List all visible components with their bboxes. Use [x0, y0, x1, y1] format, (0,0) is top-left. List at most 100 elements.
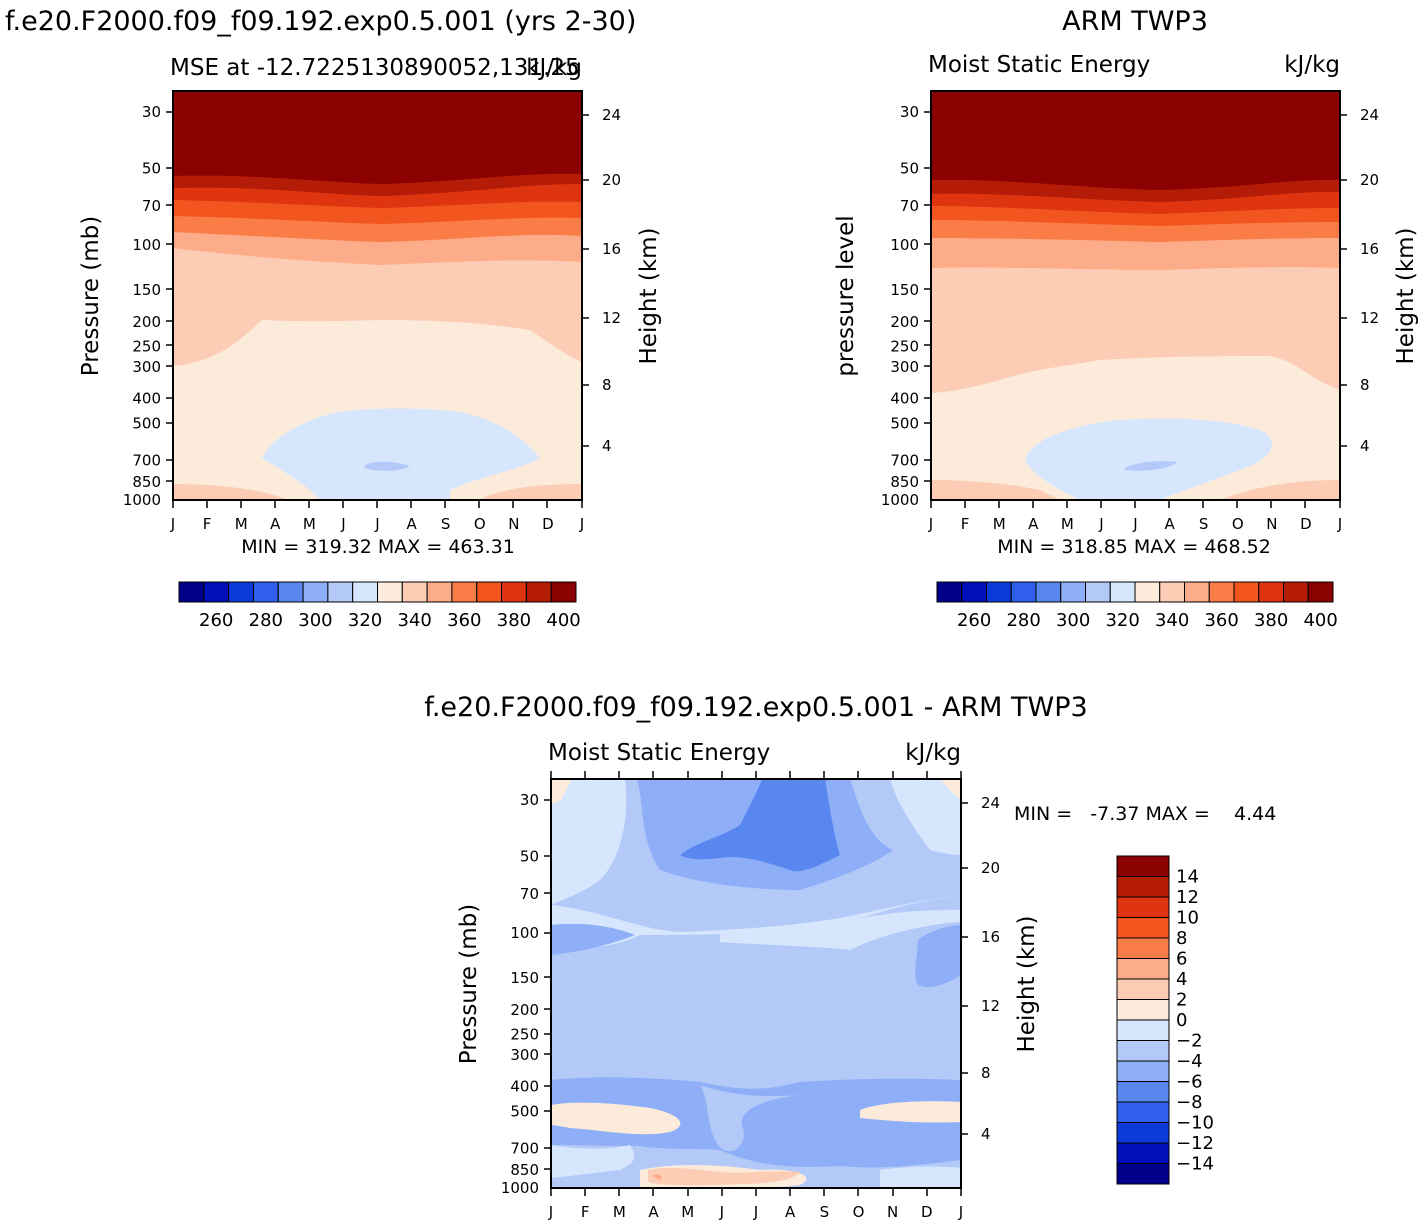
obs-colorbar-label: 360 [1204, 610, 1238, 631]
diff-xtick-label: A [785, 1203, 796, 1221]
obs-colorbar-label: 260 [957, 610, 991, 631]
model-ytick-pressure-label: 150 [132, 281, 161, 299]
diff-colorbar-swatch [1116, 978, 1170, 1000]
obs-xtick-label: O [1232, 515, 1244, 533]
model-colorbar-swatch [451, 581, 478, 603]
diff-contour-field [551, 779, 961, 1188]
diff-colorbar-label: −8 [1176, 1092, 1203, 1113]
model-ytick-pressure-label: 850 [132, 473, 161, 491]
obs-colorbar-swatch [936, 581, 963, 603]
obs-xtick-label: N [1266, 515, 1277, 533]
obs-ytick-pressure-label: 850 [890, 473, 919, 491]
diff-colorbar-label: 10 [1176, 908, 1199, 929]
model-colorbar-swatch [327, 581, 354, 603]
model-xtick-label: A [270, 515, 281, 533]
model-colorbar-label: 300 [298, 610, 332, 631]
model-ytick-pressure-label: 50 [142, 160, 161, 178]
diff-ylabel-height: Height (km) [1014, 915, 1040, 1052]
diff-xtick-label: J [958, 1203, 963, 1221]
model-xtick-label: S [441, 515, 451, 533]
model-subtitle-left: MSE at -12.7225130890052,131.25 [170, 55, 580, 81]
diff-colorbar-label: −2 [1176, 1031, 1203, 1052]
model-ytick-height-label: 16 [602, 240, 621, 258]
model-ytick-height-label: 20 [602, 171, 621, 189]
obs-xtick-label: S [1199, 515, 1209, 533]
obs-colorbar-swatch [1109, 581, 1136, 603]
diff-ytick-pressure-label: 300 [510, 1046, 539, 1064]
model-xtick-label: O [474, 515, 486, 533]
obs-ytick-height-label: 8 [1360, 376, 1370, 394]
model-colorbar-label: 400 [546, 610, 580, 631]
obs-colorbar-swatch [1208, 581, 1235, 603]
model-ylabel-height: Height (km) [636, 227, 662, 364]
obs-ylabel-level: pressure level [833, 215, 859, 376]
diff-ytick-height-label: 24 [981, 794, 1000, 812]
obs-xtick-label: J [1337, 515, 1342, 533]
diff-xtick-label: J [753, 1203, 758, 1221]
model-ytick-pressure-label: 500 [132, 414, 161, 432]
obs-colorbar-swatch [961, 581, 987, 603]
diff-colorbar-swatch [1116, 1142, 1170, 1164]
diff-ytick-pressure-label: 30 [520, 791, 539, 809]
model-ytick-pressure-label: 30 [142, 103, 161, 121]
obs-xtick-label: J [928, 515, 933, 533]
obs-colorbar-label: 340 [1155, 610, 1189, 631]
model-colorbar-swatch [525, 581, 552, 603]
model-xtick-label: N [508, 515, 519, 533]
model-colorbar-swatch [476, 581, 503, 603]
diff-colorbar-swatch [1116, 896, 1170, 918]
obs-xtick-label: J [1132, 515, 1137, 533]
diff-colorbar-swatch [1116, 999, 1170, 1021]
obs-colorbar-swatch [986, 581, 1012, 603]
diff-xtick-label: J [719, 1203, 724, 1221]
obs-colorbar-swatch [1233, 581, 1260, 603]
model-title: f.e20.F2000.f09_f09.192.exp0.5.001 (yrs … [5, 6, 636, 37]
diff-xtick-label: F [581, 1203, 590, 1221]
model-colorbar-swatch [550, 581, 577, 603]
obs-colorbar-swatch [1307, 581, 1334, 603]
obs-colorbar: 260 280 300 320 340 360 380 400 [936, 581, 1338, 631]
obs-xtick-label: M [1061, 515, 1074, 533]
obs-ytick-height-label: 12 [1360, 309, 1379, 327]
diff-colorbar-label: 4 [1176, 969, 1187, 990]
diff-colorbar-label: 8 [1176, 928, 1187, 949]
model-colorbar-swatch [377, 581, 403, 603]
obs-ytick-pressure-label: 400 [890, 390, 919, 408]
diff-xtick-label: M [681, 1203, 694, 1221]
model-xtick-label: J [374, 515, 379, 533]
diff-ytick-pressure-label: 200 [510, 1001, 539, 1019]
model-xtick-label: J [340, 515, 345, 533]
model-colorbar-label: 320 [348, 610, 382, 631]
obs-colorbar-swatch [1085, 581, 1111, 603]
diff-colorbar-swatch [1116, 855, 1170, 877]
model-colorbar-swatch [302, 581, 329, 603]
diff-ytick-height-label: 4 [981, 1125, 991, 1143]
obs-title: ARM TWP3 [1062, 6, 1208, 37]
diff-colorbar-swatch [1116, 937, 1170, 959]
diff-xtick-label: N [887, 1203, 898, 1221]
model-minmax: MIN = 319.32 MAX = 463.31 [241, 536, 515, 558]
diff-ytick-pressure-label: 150 [510, 969, 539, 987]
model-ylabel-pressure: Pressure (mb) [78, 216, 104, 376]
obs-ytick-height-label: 20 [1360, 171, 1379, 189]
model-colorbar-swatch [426, 581, 453, 603]
model-ytick-height-label: 8 [602, 376, 612, 394]
model-contour-field [173, 91, 582, 500]
obs-axis-ticks [924, 111, 1347, 508]
obs-xtick-label: A [1164, 515, 1175, 533]
model-colorbar-label: 340 [398, 610, 432, 631]
diff-ytick-pressure-label: 1000 [501, 1179, 539, 1197]
obs-colorbar-swatch [1010, 581, 1037, 603]
diff-xtick-label: M [613, 1203, 626, 1221]
obs-colorbar-swatch [1283, 581, 1309, 603]
obs-colorbar-swatch [1258, 581, 1284, 603]
model-ytick-pressure-label: 70 [142, 197, 161, 215]
model-ytick-pressure-label: 100 [132, 236, 161, 254]
